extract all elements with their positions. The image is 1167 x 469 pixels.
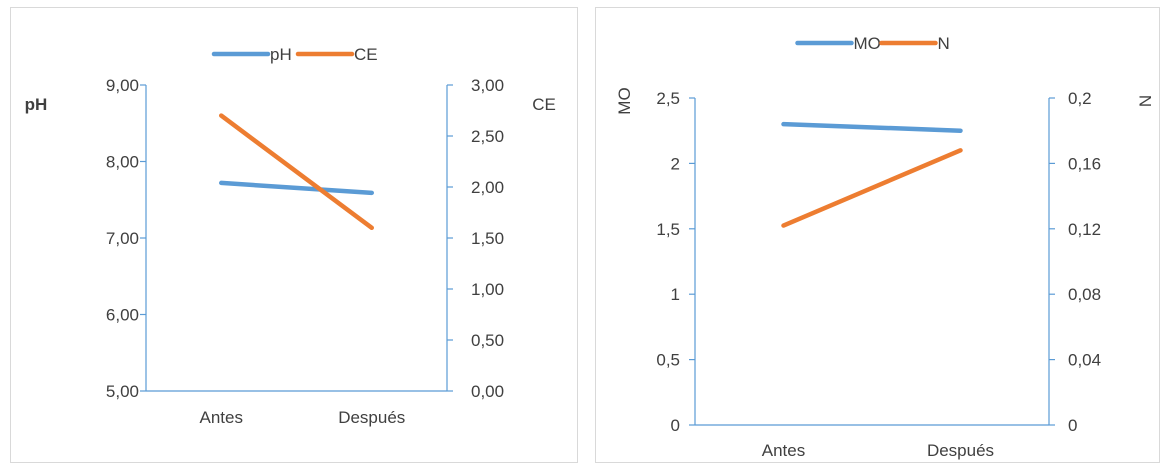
chart-ph-ce: 5,00 6,00 7,00 8,00 9,00 0,00 0,50 1,00 1,50 2,00… — [10, 7, 578, 463]
chart-mo-n: 0 0,5 1 1,5 2 2,5 0 0,04 0,08 0,12 0,16 0,2 Antes Des… — [595, 7, 1160, 463]
legend-label-mo: MO — [854, 34, 881, 53]
series-line-ph — [219, 180, 374, 196]
right-tick-label: 1,00 — [471, 280, 504, 299]
left-tick-label: 1 — [671, 285, 680, 304]
left-tick-label: 0,5 — [656, 351, 680, 370]
right-tick-label: 1,50 — [471, 229, 504, 248]
right-tick-label: 2,50 — [471, 127, 504, 146]
left-tick-label: 5,00 — [106, 382, 139, 401]
right-tick-label: 0,04 — [1068, 351, 1101, 370]
chart-mo-n-svg: 0 0,5 1 1,5 2 2,5 0 0,04 0,08 0,12 0,16 0,2 Antes Des… — [615, 34, 1155, 460]
left-tick-label: 8,00 — [106, 153, 139, 172]
legend-label-ph: pH — [270, 45, 292, 64]
chart-ph-ce-svg: 5,00 6,00 7,00 8,00 9,00 0,00 0,50 1,00 1,50 2,00… — [25, 45, 556, 427]
x-tick-label: Después — [338, 408, 405, 427]
x-tick-label: Antes — [762, 441, 805, 460]
right-tick-label: 0,16 — [1068, 154, 1101, 173]
left-axis-title: pH — [25, 95, 48, 114]
series-line-n — [781, 148, 963, 228]
right-tick-label: 2,00 — [471, 178, 504, 197]
left-axis-title: MO — [615, 87, 634, 114]
left-tick-label: 2,5 — [656, 89, 680, 108]
right-tick-label: 0,12 — [1068, 220, 1101, 239]
left-tick-label: 1,5 — [656, 220, 680, 239]
right-tick-label: 0,2 — [1068, 89, 1092, 108]
left-tick-label: 2 — [671, 154, 680, 173]
right-tick-label: 0,08 — [1068, 285, 1101, 304]
left-tick-label: 9,00 — [106, 76, 139, 95]
right-tick-label: 0,50 — [471, 331, 504, 350]
right-tick-label: 3,00 — [471, 76, 504, 95]
left-tick-label: 6,00 — [106, 306, 139, 325]
legend-label-n: N — [938, 34, 950, 53]
right-tick-label: 0,00 — [471, 382, 504, 401]
series-line-mo — [781, 121, 963, 133]
right-axis-title: N — [1136, 95, 1155, 107]
legend-label-ce: CE — [354, 45, 378, 64]
series-line-ce — [219, 113, 374, 231]
left-tick-label: 7,00 — [106, 229, 139, 248]
x-tick-label: Después — [927, 441, 994, 460]
right-tick-label: 0 — [1068, 416, 1077, 435]
left-tick-label: 0 — [671, 416, 680, 435]
right-axis-title: CE — [532, 95, 556, 114]
x-tick-label: Antes — [200, 408, 243, 427]
